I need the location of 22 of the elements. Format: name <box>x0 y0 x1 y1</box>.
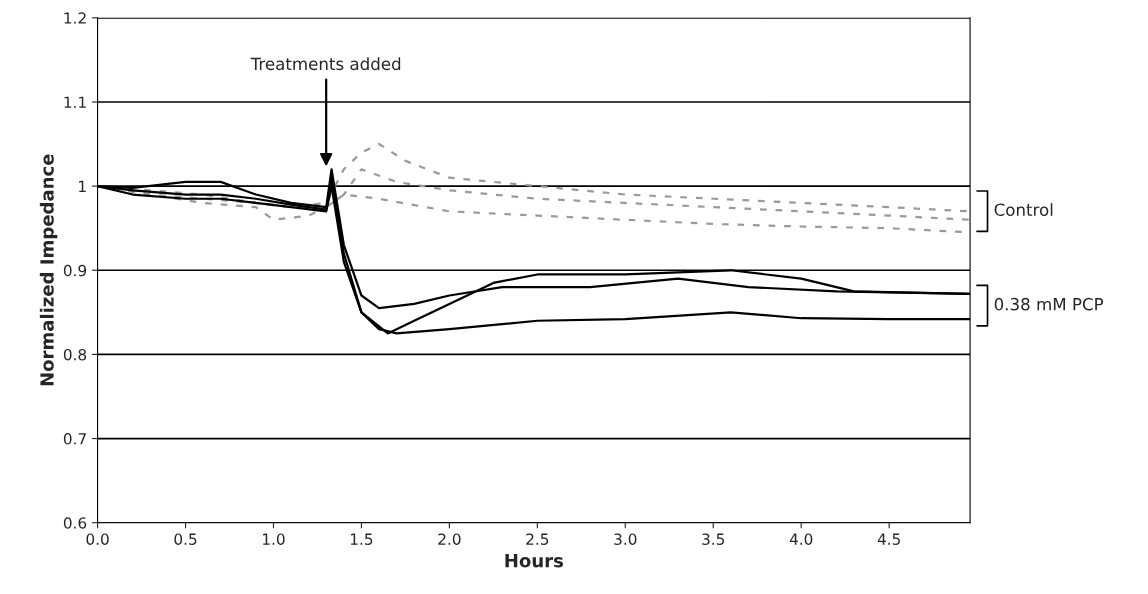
x-tick-label: 0.0 <box>86 533 109 545</box>
y-tick-label: 1.1 <box>64 96 86 108</box>
x-tick-label: 3.0 <box>614 533 637 545</box>
x-tick-label: 2.0 <box>438 533 461 545</box>
x-tick-label: 4.0 <box>789 533 813 545</box>
x-tick-label: 4.5 <box>877 533 900 545</box>
y-tick-label: 1 <box>79 180 86 192</box>
y-axis-title: Normalized Impedance <box>39 154 58 386</box>
text: 0.38 mM PCP <box>994 297 1104 311</box>
y-tick-label: 1.2 <box>64 12 86 24</box>
annotation: Treatments added <box>250 57 401 71</box>
y-tick-label: 0.6 <box>63 517 87 529</box>
x-tick-label: 2.5 <box>526 533 549 545</box>
x-axis-title: Hours <box>505 554 563 568</box>
x-tick-label: 0.5 <box>174 533 197 545</box>
y-tick-label: 0.9 <box>63 264 87 277</box>
y-tick-label: 0.7 <box>63 433 86 445</box>
x-tick-label: 1.5 <box>350 533 373 545</box>
x-tick-label: 3.5 <box>702 533 725 545</box>
x-tick-label: 1.0 <box>263 533 285 545</box>
text: Control <box>994 203 1053 217</box>
y-tick-label: 0.8 <box>63 348 87 361</box>
